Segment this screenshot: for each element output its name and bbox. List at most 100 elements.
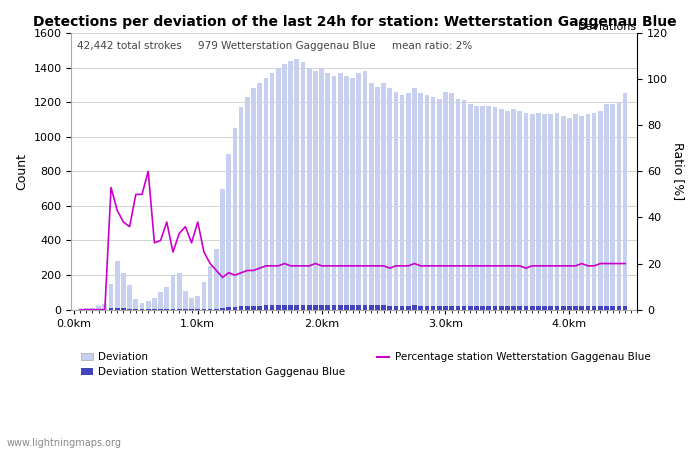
- Bar: [449, 94, 454, 310]
- Bar: [592, 112, 596, 310]
- Bar: [393, 92, 398, 310]
- Bar: [586, 306, 590, 310]
- Bar: [338, 73, 342, 310]
- Bar: [449, 306, 454, 310]
- Bar: [580, 116, 584, 310]
- Bar: [623, 94, 627, 310]
- Bar: [108, 284, 113, 310]
- Bar: [474, 106, 479, 310]
- Bar: [604, 306, 609, 310]
- Bar: [146, 301, 150, 310]
- Bar: [462, 100, 466, 310]
- Bar: [468, 104, 472, 310]
- Bar: [195, 296, 200, 310]
- Bar: [319, 305, 324, 310]
- Bar: [202, 282, 206, 310]
- Bar: [425, 306, 429, 310]
- Bar: [276, 305, 281, 310]
- Bar: [425, 95, 429, 310]
- Bar: [158, 292, 163, 310]
- Bar: [456, 306, 460, 310]
- Bar: [232, 307, 237, 310]
- Bar: [251, 88, 256, 310]
- Bar: [177, 273, 181, 310]
- Bar: [195, 309, 200, 310]
- Bar: [214, 309, 218, 310]
- Bar: [610, 104, 615, 310]
- Bar: [567, 306, 572, 310]
- Bar: [586, 114, 590, 310]
- Bar: [486, 106, 491, 310]
- Bar: [536, 306, 540, 310]
- Bar: [511, 109, 516, 310]
- Bar: [617, 102, 622, 310]
- Bar: [530, 306, 535, 310]
- Bar: [486, 306, 491, 310]
- Y-axis label: Count: Count: [15, 153, 28, 190]
- Bar: [412, 88, 417, 310]
- Bar: [134, 309, 138, 310]
- Bar: [542, 114, 547, 310]
- Bar: [554, 112, 559, 310]
- Bar: [146, 309, 150, 310]
- Bar: [369, 83, 374, 310]
- Bar: [480, 106, 485, 310]
- Bar: [517, 111, 522, 310]
- Bar: [437, 306, 442, 310]
- Bar: [90, 308, 94, 310]
- Bar: [567, 118, 572, 310]
- Bar: [369, 306, 374, 310]
- Bar: [313, 71, 318, 310]
- Bar: [258, 306, 262, 310]
- Bar: [592, 306, 596, 310]
- Bar: [530, 114, 535, 310]
- Bar: [443, 92, 448, 310]
- Bar: [258, 83, 262, 310]
- Bar: [313, 305, 318, 310]
- Bar: [375, 86, 379, 310]
- Bar: [226, 307, 231, 310]
- Bar: [524, 112, 528, 310]
- Bar: [232, 128, 237, 310]
- Bar: [598, 111, 603, 310]
- Bar: [604, 104, 609, 310]
- Legend: Deviation, Deviation station Wetterstation Gaggenau Blue, Percentage station Wet: Deviation, Deviation station Wetterstati…: [76, 348, 654, 382]
- Bar: [430, 306, 435, 310]
- Bar: [350, 305, 355, 310]
- Bar: [356, 73, 361, 310]
- Bar: [134, 299, 138, 310]
- Bar: [202, 309, 206, 310]
- Bar: [127, 309, 132, 310]
- Bar: [171, 309, 175, 310]
- Bar: [344, 306, 349, 310]
- Bar: [127, 285, 132, 310]
- Bar: [326, 305, 330, 310]
- Bar: [548, 114, 553, 310]
- Bar: [623, 306, 627, 310]
- Bar: [443, 306, 448, 310]
- Bar: [220, 189, 225, 310]
- Bar: [387, 88, 392, 310]
- Bar: [617, 306, 622, 310]
- Bar: [480, 306, 485, 310]
- Y-axis label: Ratio [%]: Ratio [%]: [672, 142, 685, 200]
- Bar: [152, 297, 157, 310]
- Bar: [301, 63, 305, 310]
- Bar: [505, 306, 510, 310]
- Bar: [430, 97, 435, 310]
- Bar: [406, 306, 411, 310]
- Bar: [382, 83, 386, 310]
- Bar: [338, 305, 342, 310]
- Bar: [108, 308, 113, 310]
- Bar: [610, 306, 615, 310]
- Bar: [282, 64, 287, 310]
- Bar: [363, 305, 368, 310]
- Bar: [573, 114, 578, 310]
- Bar: [536, 112, 540, 310]
- Bar: [573, 306, 578, 310]
- Text: 42,442 total strokes     979 Wetterstation Gaggenau Blue     mean ratio: 2%: 42,442 total strokes 979 Wetterstation G…: [77, 41, 473, 51]
- Bar: [214, 249, 218, 310]
- Bar: [542, 306, 547, 310]
- Bar: [208, 266, 213, 310]
- Bar: [226, 154, 231, 310]
